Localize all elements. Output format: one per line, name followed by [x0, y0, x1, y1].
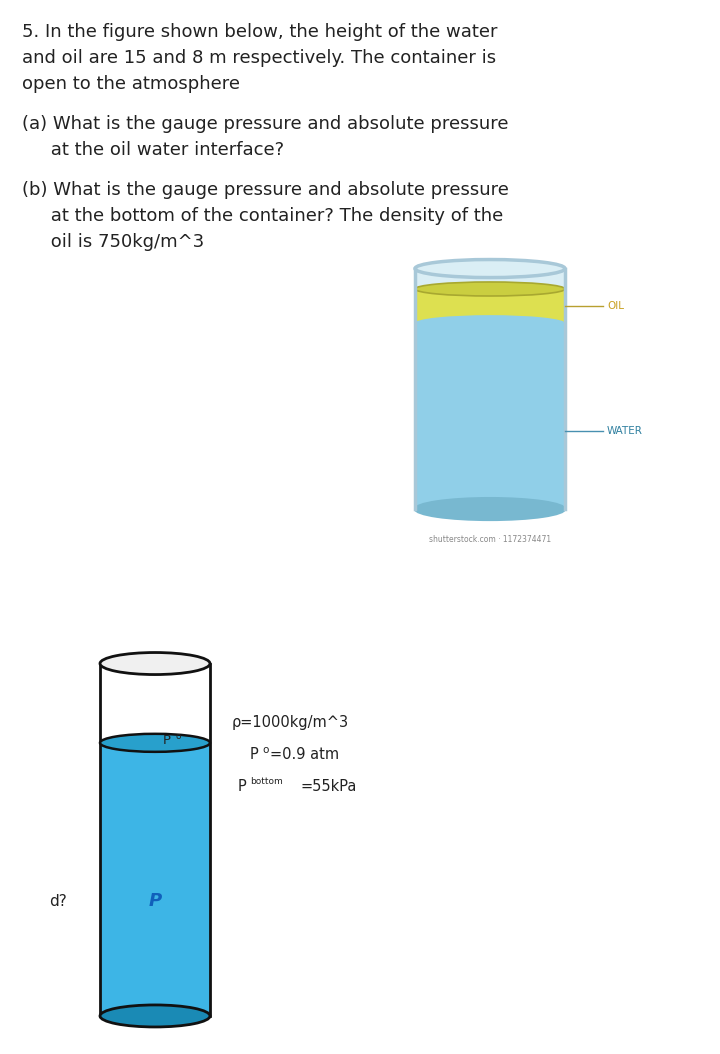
- Text: shutterstock.com · 1172374471: shutterstock.com · 1172374471: [429, 534, 551, 544]
- Text: P: P: [163, 735, 171, 747]
- Text: ρ=1000kg/m^3: ρ=1000kg/m^3: [232, 716, 349, 730]
- Polygon shape: [415, 289, 565, 324]
- Text: d?: d?: [49, 894, 67, 909]
- Text: 5. In the figure shown below, the height of the water: 5. In the figure shown below, the height…: [22, 23, 498, 41]
- Ellipse shape: [100, 652, 210, 675]
- Text: o: o: [262, 745, 269, 755]
- Text: =0.9 atm: =0.9 atm: [270, 747, 339, 762]
- Text: (a) What is the gauge pressure and absolute pressure: (a) What is the gauge pressure and absol…: [22, 115, 508, 133]
- Text: WATER: WATER: [607, 426, 643, 436]
- Text: P: P: [238, 779, 247, 795]
- Ellipse shape: [415, 499, 565, 520]
- Polygon shape: [415, 269, 565, 289]
- Polygon shape: [100, 664, 210, 743]
- Text: P: P: [250, 747, 258, 762]
- Polygon shape: [415, 324, 565, 509]
- Text: o: o: [175, 733, 181, 741]
- Text: (b) What is the gauge pressure and absolute pressure: (b) What is the gauge pressure and absol…: [22, 181, 509, 199]
- Text: at the bottom of the container? The density of the: at the bottom of the container? The dens…: [22, 208, 503, 226]
- Text: oil is 750kg/m^3: oil is 750kg/m^3: [22, 234, 204, 252]
- Text: P: P: [148, 893, 161, 911]
- Text: =55kPa: =55kPa: [300, 779, 356, 795]
- Text: OIL: OIL: [607, 301, 624, 311]
- Ellipse shape: [415, 259, 565, 277]
- Ellipse shape: [100, 1004, 210, 1027]
- Text: and oil are 15 and 8 m respectively. The container is: and oil are 15 and 8 m respectively. The…: [22, 50, 496, 67]
- Ellipse shape: [415, 316, 565, 332]
- Ellipse shape: [100, 734, 210, 752]
- Text: at the oil water interface?: at the oil water interface?: [22, 141, 284, 159]
- Text: open to the atmosphere: open to the atmosphere: [22, 75, 240, 93]
- Text: bottom: bottom: [250, 778, 283, 786]
- Polygon shape: [100, 743, 210, 1016]
- Ellipse shape: [415, 282, 565, 296]
